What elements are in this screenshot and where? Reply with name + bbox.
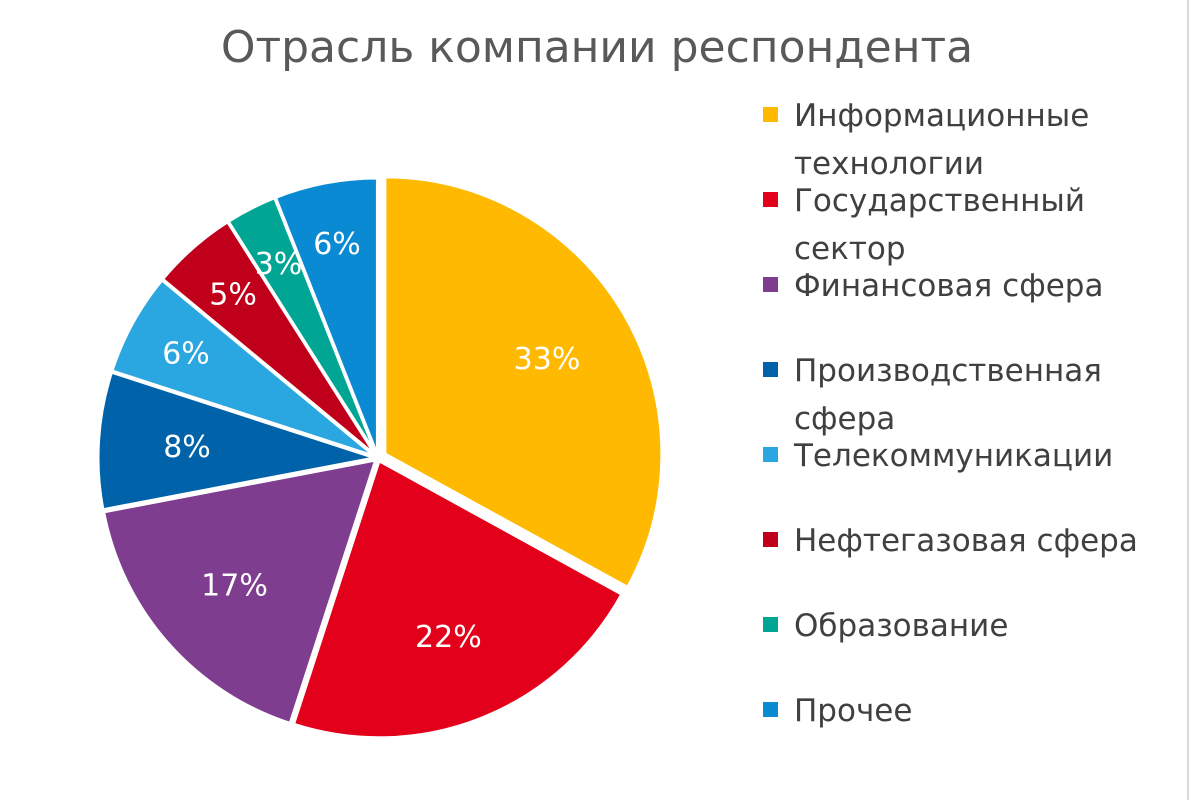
legend-swatch-3 <box>763 277 778 292</box>
legend-label-5-line-1: Телекоммуникации <box>793 438 1113 474</box>
legend-entry-8: Прочее <box>763 693 912 729</box>
pie-slice-8 <box>273 176 379 457</box>
data-label-7: 3% <box>255 247 303 282</box>
legend-swatch-2 <box>763 192 778 207</box>
data-label-5: 6% <box>162 337 210 372</box>
legend-swatch-7 <box>763 617 778 632</box>
legend-label-3-line-1: Финансовая сфера <box>794 268 1103 304</box>
legend-entry-4: Производственная сфера <box>763 353 1102 437</box>
legend-entry-6: Нефтегазовая сфера <box>763 523 1138 559</box>
legend-label-8-line-1: Прочее <box>794 693 912 729</box>
pie-slices <box>96 175 664 740</box>
data-label-3: 17% <box>201 569 268 604</box>
legend-entry-1: Информационные технологии <box>763 98 1089 182</box>
pie-data-labels: 33% 22% 17% 8% 6% 5%3% 6% <box>162 227 580 655</box>
data-label-2: 22% <box>415 620 482 655</box>
legend-swatch-4 <box>763 362 778 377</box>
legend-swatch-5 <box>763 447 778 462</box>
legend-label-6-line-1: Нефтегазовая сфера <box>794 523 1138 559</box>
legend-entry-5: Телекоммуникации <box>763 438 1113 474</box>
legend-label-4-line-2: сфера <box>794 401 895 437</box>
pie-slice-2 <box>292 459 624 740</box>
legend-label-1-line-2: технологии <box>794 146 984 182</box>
legend-label-7-line-1: Образование <box>794 608 1008 644</box>
legend-label-1-line-1: Информационные <box>794 98 1089 134</box>
legend-entry-2: Государственный сектор <box>763 183 1085 267</box>
legend-entry-3: Финансовая сфера <box>763 268 1103 304</box>
pie-slice-1 <box>383 175 664 589</box>
data-label-1: 33% <box>514 342 581 377</box>
data-label-4: 8% <box>163 430 211 465</box>
legend-swatch-8 <box>763 702 778 717</box>
legend-label-2-line-2: сектор <box>794 231 906 267</box>
pie-slice-3 <box>102 458 378 725</box>
chart-title: Отрасль компании респондента <box>221 22 973 73</box>
legend-label-2-line-1: Государственный <box>794 183 1085 219</box>
legend-entry-7: Образование <box>763 608 1008 644</box>
legend-label-4-line-1: Производственная <box>794 353 1102 389</box>
legend-swatch-1 <box>763 107 778 122</box>
legend-swatch-6 <box>763 532 778 547</box>
pie-slice-4 <box>96 370 377 512</box>
data-label-8: 6% <box>313 227 361 262</box>
data-label-6: 5% <box>209 278 257 313</box>
